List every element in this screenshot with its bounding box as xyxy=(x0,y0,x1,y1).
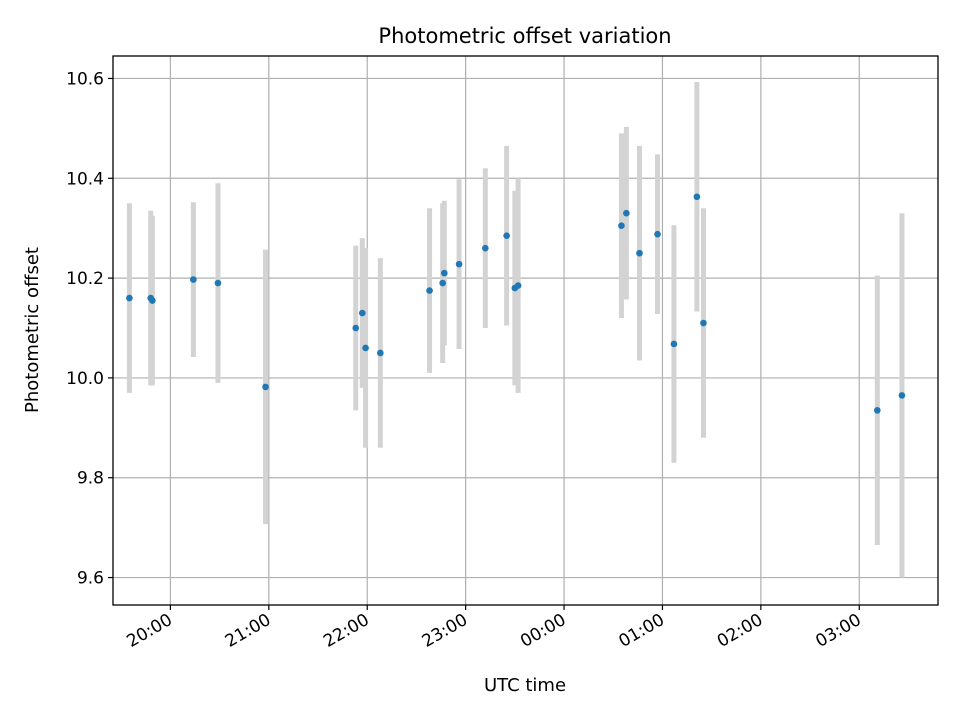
y-tick-label: 10.0 xyxy=(66,369,104,389)
data-point xyxy=(514,282,522,289)
data-point xyxy=(503,232,510,239)
data-point xyxy=(898,392,906,399)
data-point xyxy=(126,294,133,302)
data-point xyxy=(654,230,661,238)
data-point xyxy=(693,193,701,201)
y-axis-label: Photometric offset xyxy=(22,247,43,413)
grid-lines xyxy=(113,56,938,605)
data-points xyxy=(126,193,906,414)
data-point xyxy=(352,324,360,332)
y-tick-label: 9.8 xyxy=(77,469,104,489)
y-tick-label: 10.4 xyxy=(66,169,104,189)
data-point xyxy=(214,279,222,287)
y-tick-label: 9.6 xyxy=(77,569,104,589)
data-point xyxy=(455,260,463,268)
data-point xyxy=(262,383,269,391)
data-point xyxy=(362,344,369,352)
data-point xyxy=(636,249,643,257)
data-point xyxy=(190,276,197,283)
plot-frame xyxy=(112,55,939,606)
data-point xyxy=(482,244,489,252)
data-point xyxy=(426,287,433,294)
data-point xyxy=(670,340,678,348)
data-point xyxy=(700,319,707,327)
data-point xyxy=(439,279,446,287)
data-point xyxy=(377,349,384,357)
x-axis-label: UTC time xyxy=(484,675,566,696)
data-point xyxy=(359,309,366,317)
y-tick-label: 10.6 xyxy=(66,69,104,89)
data-point xyxy=(623,209,630,217)
data-point xyxy=(618,222,625,229)
y-tick-label: 10.2 xyxy=(66,269,104,289)
data-point xyxy=(874,407,881,414)
data-point xyxy=(149,297,156,304)
chart-title: Photometric offset variation xyxy=(378,24,671,48)
data-point xyxy=(441,269,448,277)
y-axis-ticks: 9.6 9.8 10.0 10.2 10.4 10.6 xyxy=(66,69,113,589)
